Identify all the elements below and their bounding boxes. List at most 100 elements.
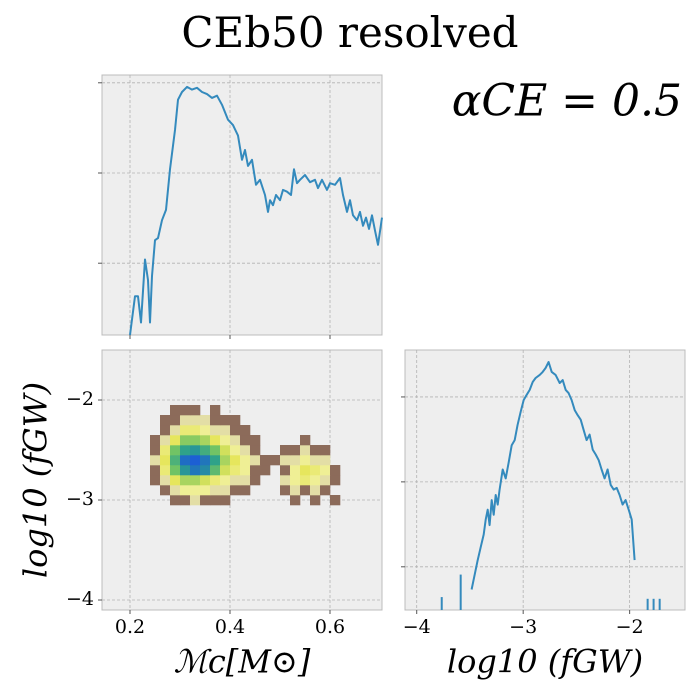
heatmap-cell <box>180 455 191 466</box>
heatmap-cell <box>220 435 231 446</box>
heatmap-cell <box>220 485 231 496</box>
heatmap-cell <box>180 485 191 496</box>
heatmap-cell <box>330 465 341 476</box>
heatmap-cell <box>170 495 181 506</box>
heatmap-cell <box>320 455 331 466</box>
plot-area <box>101 74 383 336</box>
heatmap-cell <box>240 435 251 446</box>
heatmap-cell <box>190 425 201 436</box>
heatmap-cell <box>250 435 261 446</box>
heatmap-cell <box>210 475 221 486</box>
heatmap-cell <box>190 435 201 446</box>
heatmap-cell <box>280 445 291 456</box>
heatmap-cell <box>180 495 191 506</box>
heatmap-cell <box>220 445 231 456</box>
heatmap-cell <box>150 445 161 456</box>
heatmap-cell <box>230 445 241 456</box>
heatmap-cell <box>230 435 241 446</box>
heatmap-cell <box>200 415 211 426</box>
heatmap-cell <box>170 415 181 426</box>
heatmap-cell <box>210 455 221 466</box>
heatmap-cell <box>150 435 161 446</box>
x-tick-label: −3 <box>509 616 537 638</box>
heatmap-cell <box>190 415 201 426</box>
heatmap-cell <box>290 475 301 486</box>
heatmap-cell <box>150 455 161 466</box>
heatmap-cell <box>200 435 211 446</box>
heatmap-cell <box>160 475 171 486</box>
heatmap-cell <box>180 445 191 456</box>
heatmap-cell <box>210 485 221 496</box>
x-tick-label: 0.2 <box>115 616 145 638</box>
histogram-line <box>129 85 383 336</box>
heatmap-cell <box>280 465 291 476</box>
heatmap-cell <box>300 475 311 486</box>
heatmap-cell <box>330 475 341 486</box>
heatmap-cell <box>310 445 321 456</box>
heatmap-cell <box>250 475 261 486</box>
heatmap-cell <box>230 425 241 436</box>
heatmap-cell <box>300 465 311 476</box>
heatmap-cell <box>180 465 191 476</box>
heatmap-cell <box>320 475 331 486</box>
heatmap-cell <box>240 425 251 436</box>
heatmap-cell <box>160 445 171 456</box>
heatmap-cell <box>290 485 301 496</box>
heatmap-cell <box>190 455 201 466</box>
heatmap-cell <box>220 475 231 486</box>
heatmap-cell <box>200 455 211 466</box>
heatmap-cell <box>240 455 251 466</box>
heatmap-cell <box>190 465 201 476</box>
heatmap-cell <box>170 455 181 466</box>
title: CEb50 resolved <box>181 8 518 57</box>
heatmap-cell <box>230 465 241 476</box>
x-axis-label: log10 (fGW) <box>447 643 643 681</box>
heatmap-cell <box>190 405 201 416</box>
x-axis-label: ℳc[M⊙] <box>174 643 311 681</box>
heatmap-cell <box>210 445 221 456</box>
heatmap-cell <box>180 475 191 486</box>
heatmap-cell <box>150 465 161 476</box>
heatmap-cell <box>310 455 321 466</box>
heatmap-cell <box>180 425 191 436</box>
heatmap-cell <box>330 495 341 506</box>
heatmap-cell <box>290 445 301 456</box>
heatmap-cell <box>210 415 221 426</box>
heatmap-cell <box>160 485 171 496</box>
heatmap-cell <box>170 425 181 436</box>
heatmap-cell <box>260 455 271 466</box>
heatmap-cell <box>190 445 201 456</box>
heatmap-cell <box>300 455 311 466</box>
heatmap-cell <box>310 465 321 476</box>
heatmap-cell <box>230 475 241 486</box>
annotation: αCE = 0.5 <box>452 76 682 127</box>
heatmap-cell <box>210 495 221 506</box>
heatmap-cell <box>210 465 221 476</box>
y-tick-label: −3 <box>66 488 94 510</box>
heatmap-cell <box>290 455 301 466</box>
heatmap-cell <box>190 485 201 496</box>
heatmap-cell <box>200 425 211 436</box>
heatmap-cell <box>160 415 171 426</box>
heatmap-cell <box>150 475 161 486</box>
heatmap-cell <box>200 445 211 456</box>
heatmap-cell <box>230 415 241 426</box>
heatmap-cell <box>220 425 231 436</box>
heatmap-cell <box>320 485 331 496</box>
panel: −4 −3 −2 log10 (fGW) <box>401 349 686 681</box>
heatmap-cell <box>300 485 311 496</box>
heatmap-cell <box>250 455 261 466</box>
heatmap-cell <box>250 465 261 476</box>
plot-area <box>404 349 686 611</box>
x-tick-label: 0.4 <box>215 616 245 638</box>
heatmap-cell <box>240 485 251 496</box>
heatmap-cell <box>200 475 211 486</box>
heatmap-cell <box>300 435 311 446</box>
heatmap-cell <box>300 445 311 456</box>
heatmap-cell <box>190 495 201 506</box>
heatmap-cell <box>280 475 291 486</box>
heatmap-cell <box>230 485 241 496</box>
heatmap-cell <box>240 475 251 486</box>
